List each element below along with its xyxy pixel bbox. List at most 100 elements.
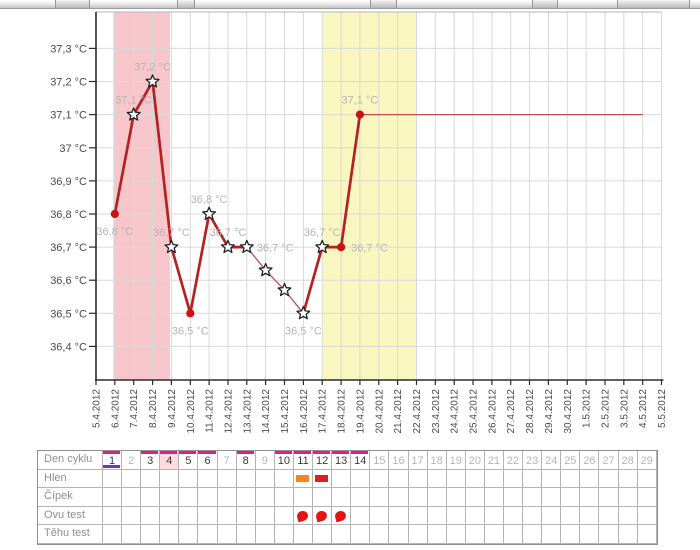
cell-row3-day2[interactable] — [122, 488, 142, 507]
cell-row3-day17[interactable] — [408, 488, 428, 507]
cell-row5-day28[interactable] — [618, 525, 638, 544]
cell-row1-day7[interactable]: 7 — [217, 451, 237, 470]
cell-row3-day24[interactable] — [542, 488, 562, 507]
cell-row5-day17[interactable] — [408, 525, 428, 544]
cell-row3-day29[interactable] — [637, 488, 657, 507]
cell-row3-day15[interactable] — [370, 488, 390, 507]
cell-row1-day12[interactable]: 12 — [313, 451, 333, 470]
cell-row2-day19[interactable] — [446, 469, 466, 489]
cell-row4-day14[interactable] — [351, 506, 371, 526]
cell-row3-day3[interactable] — [141, 488, 161, 507]
cell-row3-day13[interactable] — [332, 488, 352, 507]
cell-row2-day24[interactable] — [542, 469, 562, 489]
cell-row2-day6[interactable] — [198, 469, 218, 489]
cell-row2-day21[interactable] — [484, 469, 504, 489]
cell-row5-day9[interactable] — [255, 525, 275, 544]
cell-row5-day23[interactable] — [523, 525, 543, 544]
cell-row2-day26[interactable] — [580, 469, 600, 489]
cell-row5-day3[interactable] — [141, 525, 161, 544]
cell-row1-day20[interactable]: 20 — [465, 451, 485, 470]
cell-row4-day7[interactable] — [217, 506, 237, 526]
cell-row1-day11[interactable]: 11 — [293, 451, 314, 470]
cell-row3-day8[interactable] — [236, 488, 256, 507]
cell-row4-day10[interactable] — [274, 506, 294, 526]
cell-row1-day10[interactable]: 10 — [274, 451, 294, 470]
cell-row5-day8[interactable] — [236, 525, 256, 544]
cell-row3-day28[interactable] — [618, 488, 638, 507]
cell-row4-day2[interactable] — [122, 506, 142, 526]
cell-row5-day16[interactable] — [389, 525, 409, 544]
cell-row4-day17[interactable] — [408, 506, 428, 526]
cell-row2-day18[interactable] — [427, 469, 447, 489]
cell-row1-day15[interactable]: 15 — [370, 451, 390, 470]
cell-row4-day27[interactable] — [599, 506, 619, 526]
cell-row2-day20[interactable] — [465, 469, 485, 489]
cell-row3-day23[interactable] — [523, 488, 543, 507]
cell-row3-day11[interactable] — [293, 488, 314, 507]
cell-row2-day22[interactable] — [503, 469, 524, 489]
cell-row3-day16[interactable] — [389, 488, 409, 507]
cell-row3-day19[interactable] — [446, 488, 466, 507]
cell-row1-day14[interactable]: 14 — [351, 451, 371, 470]
cell-row2-day5[interactable] — [179, 469, 199, 489]
cell-row4-day19[interactable] — [446, 506, 466, 526]
cell-row4-day9[interactable] — [255, 506, 275, 526]
cell-row1-day19[interactable]: 19 — [446, 451, 466, 470]
cell-row2-day11[interactable] — [293, 469, 314, 489]
cell-row1-day2[interactable]: 2 — [122, 451, 142, 470]
cell-row2-day17[interactable] — [408, 469, 428, 489]
cell-row4-day24[interactable] — [542, 506, 562, 526]
cell-row4-day20[interactable] — [465, 506, 485, 526]
cell-row2-day16[interactable] — [389, 469, 409, 489]
cell-row1-day28[interactable]: 28 — [618, 451, 638, 470]
cell-row5-day19[interactable] — [446, 525, 466, 544]
cell-row2-day23[interactable] — [523, 469, 543, 489]
cell-row2-day12[interactable] — [313, 469, 333, 489]
cell-row5-day7[interactable] — [217, 525, 237, 544]
cell-row2-day25[interactable] — [561, 469, 581, 489]
cell-row3-day10[interactable] — [274, 488, 294, 507]
cell-row5-day15[interactable] — [370, 525, 390, 544]
cell-row2-day29[interactable] — [637, 469, 657, 489]
cell-row3-day9[interactable] — [255, 488, 275, 507]
cell-row4-day23[interactable] — [523, 506, 543, 526]
cell-row2-day3[interactable] — [141, 469, 161, 489]
cell-row4-day8[interactable] — [236, 506, 256, 526]
cell-row2-day28[interactable] — [618, 469, 638, 489]
cell-row5-day10[interactable] — [274, 525, 294, 544]
cell-row4-day11[interactable] — [293, 506, 314, 526]
cell-row4-day22[interactable] — [503, 506, 524, 526]
cell-row3-day27[interactable] — [599, 488, 619, 507]
cell-row1-day6[interactable]: 6 — [198, 451, 218, 470]
cell-row1-day29[interactable]: 29 — [637, 451, 657, 470]
cell-row2-day8[interactable] — [236, 469, 256, 489]
cell-row5-day14[interactable] — [351, 525, 371, 544]
cell-row4-day25[interactable] — [561, 506, 581, 526]
cell-row5-day21[interactable] — [484, 525, 504, 544]
cell-row1-day16[interactable]: 16 — [389, 451, 409, 470]
cell-row4-day29[interactable] — [637, 506, 657, 526]
cell-row4-day26[interactable] — [580, 506, 600, 526]
cell-row3-day1[interactable] — [103, 488, 123, 507]
cell-row4-day4[interactable] — [160, 506, 180, 526]
cell-row2-day9[interactable] — [255, 469, 275, 489]
cell-row5-day18[interactable] — [427, 525, 447, 544]
cell-row5-day11[interactable] — [293, 525, 314, 544]
cell-row1-day17[interactable]: 17 — [408, 451, 428, 470]
cell-row5-day12[interactable] — [313, 525, 333, 544]
cell-row4-day12[interactable] — [313, 506, 333, 526]
cell-row4-day6[interactable] — [198, 506, 218, 526]
cell-row5-day26[interactable] — [580, 525, 600, 544]
cell-row3-day20[interactable] — [465, 488, 485, 507]
cell-row3-day18[interactable] — [427, 488, 447, 507]
cell-row1-day25[interactable]: 25 — [561, 451, 581, 470]
cell-row1-day21[interactable]: 21 — [484, 451, 504, 470]
cell-row5-day22[interactable] — [503, 525, 524, 544]
cell-row3-day14[interactable] — [351, 488, 371, 507]
cell-row4-day3[interactable] — [141, 506, 161, 526]
cell-row2-day1[interactable] — [103, 469, 123, 489]
cell-row2-day14[interactable] — [351, 469, 371, 489]
cell-row2-day27[interactable] — [599, 469, 619, 489]
cell-row3-day21[interactable] — [484, 488, 504, 507]
cell-row2-day4[interactable] — [160, 469, 180, 489]
